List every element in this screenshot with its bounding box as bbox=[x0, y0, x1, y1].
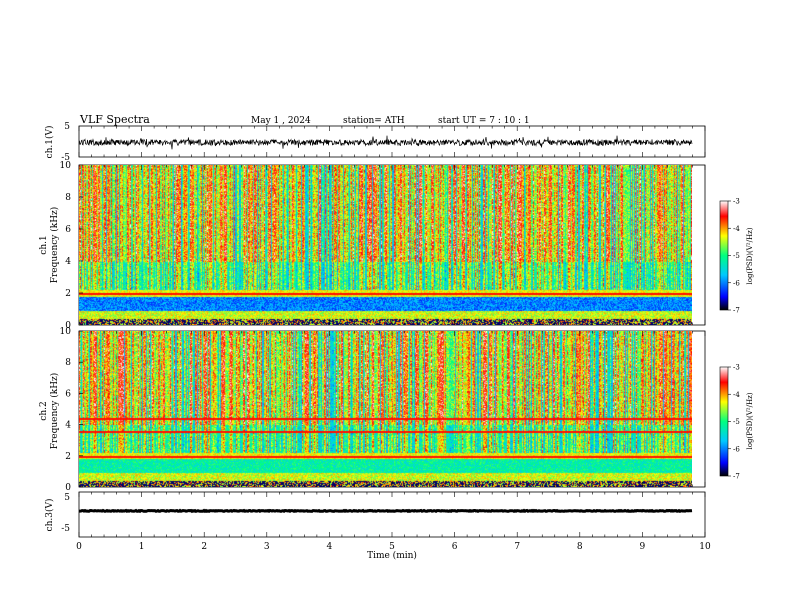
figure-title: VLF Spectra bbox=[79, 113, 150, 126]
freq-tick-label: 2 bbox=[65, 289, 71, 299]
time-tick-label: 7 bbox=[514, 542, 520, 552]
ch2-frequency-ylabel: Frequency (kHz) bbox=[49, 373, 60, 450]
freq-tick-label: 8 bbox=[65, 193, 71, 203]
ch2-colorbar-ticks: -3 -4 -5 -6 -7 bbox=[728, 364, 740, 481]
colorbar-tick-label: -5 bbox=[733, 418, 740, 426]
colorbar-tick-label: -4 bbox=[733, 391, 740, 399]
time-tick-label: 2 bbox=[201, 542, 207, 552]
ch1-waveform-line bbox=[78, 135, 693, 150]
ch1-colorbar-ticks: -3 -4 -5 -6 -7 bbox=[728, 198, 740, 315]
ch2-spec-x-ticks bbox=[78, 331, 706, 487]
freq-tick-label: 8 bbox=[65, 358, 71, 368]
colorbar-tick-label: -7 bbox=[733, 307, 740, 315]
time-tick-label: 4 bbox=[327, 542, 333, 552]
ch3-ytick-bottom: -5 bbox=[61, 524, 70, 534]
colorbar-tick-label: -3 bbox=[733, 364, 740, 372]
time-tick-label: 1 bbox=[139, 542, 145, 552]
ch1-voltage-ylabel: ch.1(V) bbox=[44, 126, 55, 159]
freq-tick-label: 6 bbox=[65, 225, 71, 235]
spec2-raster bbox=[79, 331, 692, 487]
freq-tick-label: 10 bbox=[60, 161, 72, 171]
ch2-spectrogram-panel: 0 2 4 6 8 10 ch.2 Frequency (kHz) bbox=[39, 327, 706, 493]
date-label: May 1 , 2024 bbox=[251, 116, 311, 126]
ch3-voltage-ylabel: ch.3(V) bbox=[44, 499, 55, 532]
freq-tick-label: 10 bbox=[60, 327, 72, 337]
freq-tick-label: 0 bbox=[65, 483, 71, 493]
ch3-x-ticks bbox=[78, 492, 706, 537]
ch1-colorbar: -3 -4 -5 -6 -7 log(PSD)(V²/Hz) bbox=[719, 198, 754, 315]
ch1-spectrogram-image bbox=[79, 165, 692, 325]
ch3-waveform-panel: 5 -5 ch.3(V) 0 1 2 3 4 5 6 7 8 9 10 Time (min) bbox=[44, 491, 711, 561]
ch3-waveform-line bbox=[79, 508, 693, 514]
time-tick-label: 5 bbox=[389, 542, 395, 552]
time-tick-label: 6 bbox=[452, 542, 458, 552]
ch1-spectrogram-panel: 0 2 4 6 8 10 ch.1 Frequency (kHz) bbox=[39, 161, 706, 331]
ch1-frequency-yticks: 0 2 4 6 8 10 bbox=[60, 161, 83, 331]
ch3-ytick-top: 5 bbox=[64, 493, 70, 503]
colorbar-tick-label: -6 bbox=[733, 279, 740, 287]
time-tick-label: 3 bbox=[264, 542, 270, 552]
ch2-spectrogram-image bbox=[79, 331, 692, 487]
freq-tick-label: 4 bbox=[65, 421, 71, 431]
ch1-colorbar-label: log(PSD)(V²/Hz) bbox=[746, 227, 754, 284]
ch1-waveform-panel: 5 -5 ch.1(V) bbox=[44, 122, 706, 163]
colorbar-tick-label: -6 bbox=[733, 445, 740, 453]
ch1-channel-label: ch.1 bbox=[39, 235, 49, 254]
time-tick-label: 10 bbox=[699, 542, 711, 552]
time-tick-label: 0 bbox=[76, 542, 82, 552]
ch1-x-ticks bbox=[78, 126, 706, 157]
colorbar-tick-label: -3 bbox=[733, 198, 740, 206]
colorbar-tick-label: -7 bbox=[733, 473, 740, 481]
freq-tick-label: 4 bbox=[65, 257, 71, 267]
ch2-channel-label: ch.2 bbox=[39, 401, 49, 420]
time-axis-label: Time (min) bbox=[367, 550, 417, 561]
ch1-frequency-ylabel: Frequency (kHz) bbox=[49, 207, 60, 284]
ch2-colorbar-label: log(PSD)(V²/Hz) bbox=[746, 392, 754, 449]
ch2-colorbar: -3 -4 -5 -6 -7 log(PSD)(V²/Hz) bbox=[719, 364, 754, 481]
spec1-raster bbox=[79, 165, 692, 325]
colorbar-tick-label: -5 bbox=[733, 252, 740, 260]
freq-tick-label: 0 bbox=[65, 321, 71, 331]
colorbar-tick-label: -4 bbox=[733, 225, 740, 233]
time-tick-label: 8 bbox=[577, 542, 583, 552]
station-label: station= ATH bbox=[343, 116, 405, 126]
start-ut-label: start UT = 7 : 10 : 1 bbox=[438, 116, 530, 126]
time-axis-tick-labels: 0 1 2 3 4 5 6 7 8 9 10 bbox=[76, 542, 711, 552]
freq-tick-label: 2 bbox=[65, 452, 71, 462]
ch1-ytick-bottom: -5 bbox=[61, 153, 70, 163]
freq-tick-label: 6 bbox=[65, 389, 71, 399]
ch2-frequency-yticks: 0 2 4 6 8 10 bbox=[60, 327, 83, 493]
ch1-ytick-top: 5 bbox=[64, 122, 70, 132]
ch1-spec-x-ticks bbox=[78, 165, 706, 325]
time-tick-label: 9 bbox=[640, 542, 646, 552]
